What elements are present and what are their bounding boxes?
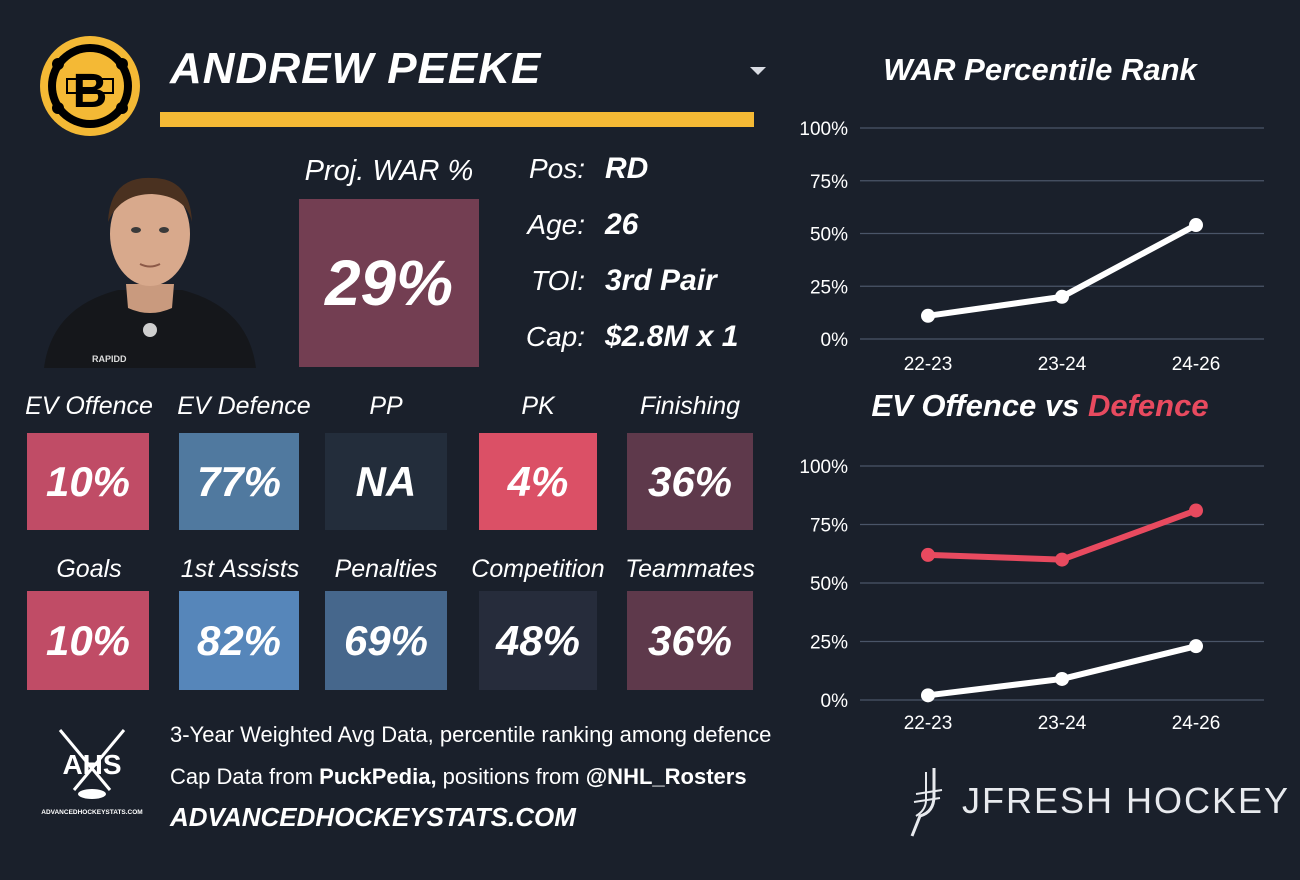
jfresh-logo-icon	[904, 766, 948, 838]
x-tick-label: 24-26	[1172, 354, 1221, 375]
bio-cap: Cap: $2.8M x 1	[500, 320, 739, 360]
bio-toi: TOI: 3rd Pair	[500, 264, 717, 304]
x-tick-label: 23-24	[1038, 713, 1087, 734]
bio-label: TOI:	[531, 265, 585, 296]
data-point	[1189, 639, 1203, 654]
stat-box-1st-assists: 82%	[179, 591, 299, 690]
stat-box-ev-defence: 77%	[179, 433, 299, 530]
bio-label: Pos:	[528, 153, 585, 184]
y-tick-label: 0%	[821, 330, 849, 351]
name-underline	[160, 112, 754, 127]
series-line	[925, 643, 1199, 699]
stat-label-finishing: Finishing	[639, 392, 741, 420]
chart-title-ev: EV Offence vs Defence	[790, 388, 1290, 424]
ahs-logo-text: AHS	[62, 749, 121, 780]
stat-box-goals: 10%	[27, 591, 149, 690]
jfresh-hockey-brand: JFRESH HOCKEY	[962, 780, 1291, 821]
bio-label: Cap:	[525, 321, 585, 352]
stat-label-ev-defence: EV Defence	[177, 392, 311, 420]
stat-box-penalties: 69%	[325, 591, 447, 690]
footer-data-note: 3-Year Weighted Avg Data, percentile ran…	[170, 722, 772, 747]
stat-label-teammates: Teammates	[625, 555, 755, 583]
bio-value: 3rd Pair	[605, 264, 717, 297]
x-tick-label: 22-23	[904, 713, 953, 734]
bio-position: Pos: RD	[500, 152, 648, 192]
puckpedia-link[interactable]: PuckPedia,	[319, 764, 437, 789]
data-point	[1189, 503, 1203, 518]
stat-label-penalties: Penalties	[334, 555, 438, 583]
player-select-dropdown-icon[interactable]	[750, 67, 766, 75]
proj-war-label: Proj. WAR %	[304, 155, 474, 187]
bio-value: 26	[605, 208, 639, 241]
y-tick-label: 25%	[810, 277, 848, 298]
bio-label: Age:	[527, 209, 585, 240]
stat-label-pp: PP	[369, 392, 403, 420]
footer-sources: Cap Data from PuckPedia, positions from …	[170, 764, 747, 790]
stat-label-ev-offence: EV Offence	[25, 392, 153, 420]
svg-text:B: B	[73, 65, 108, 118]
ahs-logo-subtext: ADVANCEDHOCKEYSTATS.COM	[41, 809, 142, 816]
stat-label-1st-assists: 1st Assists	[180, 555, 300, 583]
bio-value: RD	[605, 152, 649, 185]
y-tick-label: 75%	[810, 172, 848, 193]
stat-box-pk: 4%	[479, 433, 597, 530]
stat-label-pk: PK	[521, 392, 555, 420]
bio-age: Age: 26	[500, 208, 638, 248]
site-url-link[interactable]: ADVANCEDHOCKEYSTATS.COM	[170, 802, 576, 832]
y-tick-label: 0%	[821, 691, 849, 712]
stat-label-goals: Goals	[56, 555, 122, 583]
data-point	[921, 308, 935, 323]
player-name: ANDREW PEEKE	[170, 44, 542, 93]
series-line	[925, 507, 1199, 563]
data-point	[1055, 552, 1069, 567]
chart-title-ev-part2: Defence	[1087, 388, 1209, 423]
svg-text:RAPIDD: RAPIDD	[92, 354, 127, 364]
ahs-logo-icon: AHS ADVANCEDHOCKEYSTATS.COM	[40, 724, 144, 820]
y-tick-label: 100%	[799, 457, 848, 478]
boston-bruins-logo-icon: B	[38, 34, 142, 138]
chart-title-ev-part1: EV Offence vs	[871, 388, 1088, 423]
y-tick-label: 25%	[810, 633, 848, 654]
y-tick-label: 50%	[810, 574, 848, 595]
y-tick-label: 50%	[810, 225, 848, 246]
stat-box-finishing: 36%	[627, 433, 753, 530]
y-tick-label: 100%	[799, 119, 848, 140]
bio-value: $2.8M x 1	[605, 320, 739, 353]
x-tick-label: 22-23	[904, 354, 953, 375]
ev-offence-defence-chart: 100% 75% 50% 25% 0% 22-23 23-24 24-26	[799, 457, 1264, 734]
data-point	[921, 688, 935, 703]
data-point	[1055, 671, 1069, 686]
x-tick-label: 24-26	[1172, 713, 1221, 734]
chart-title-war: WAR Percentile Rank	[883, 52, 1197, 87]
data-point	[1189, 218, 1203, 233]
stat-box-competition: 48%	[479, 591, 597, 690]
stat-box-teammates: 36%	[627, 591, 753, 690]
war-percentile-chart: 100% 75% 50% 25% 0% 22-23 23-24 24-26	[799, 119, 1264, 375]
x-tick-label: 23-24	[1038, 354, 1087, 375]
stat-label-competition: Competition	[471, 555, 605, 583]
stat-box-pp: NA	[325, 433, 447, 530]
y-tick-label: 75%	[810, 516, 848, 537]
data-point	[1055, 289, 1069, 304]
nhl-rosters-link[interactable]: @NHL_Rosters	[585, 764, 747, 789]
proj-war-value: 29%	[299, 199, 479, 367]
player-headshot-icon: RAPIDD	[40, 172, 260, 368]
footer-sources-text: Cap Data from	[170, 764, 320, 789]
stat-box-ev-offence: 10%	[27, 433, 149, 530]
footer-sources-text-2: positions from	[436, 764, 586, 789]
data-point	[921, 547, 935, 562]
